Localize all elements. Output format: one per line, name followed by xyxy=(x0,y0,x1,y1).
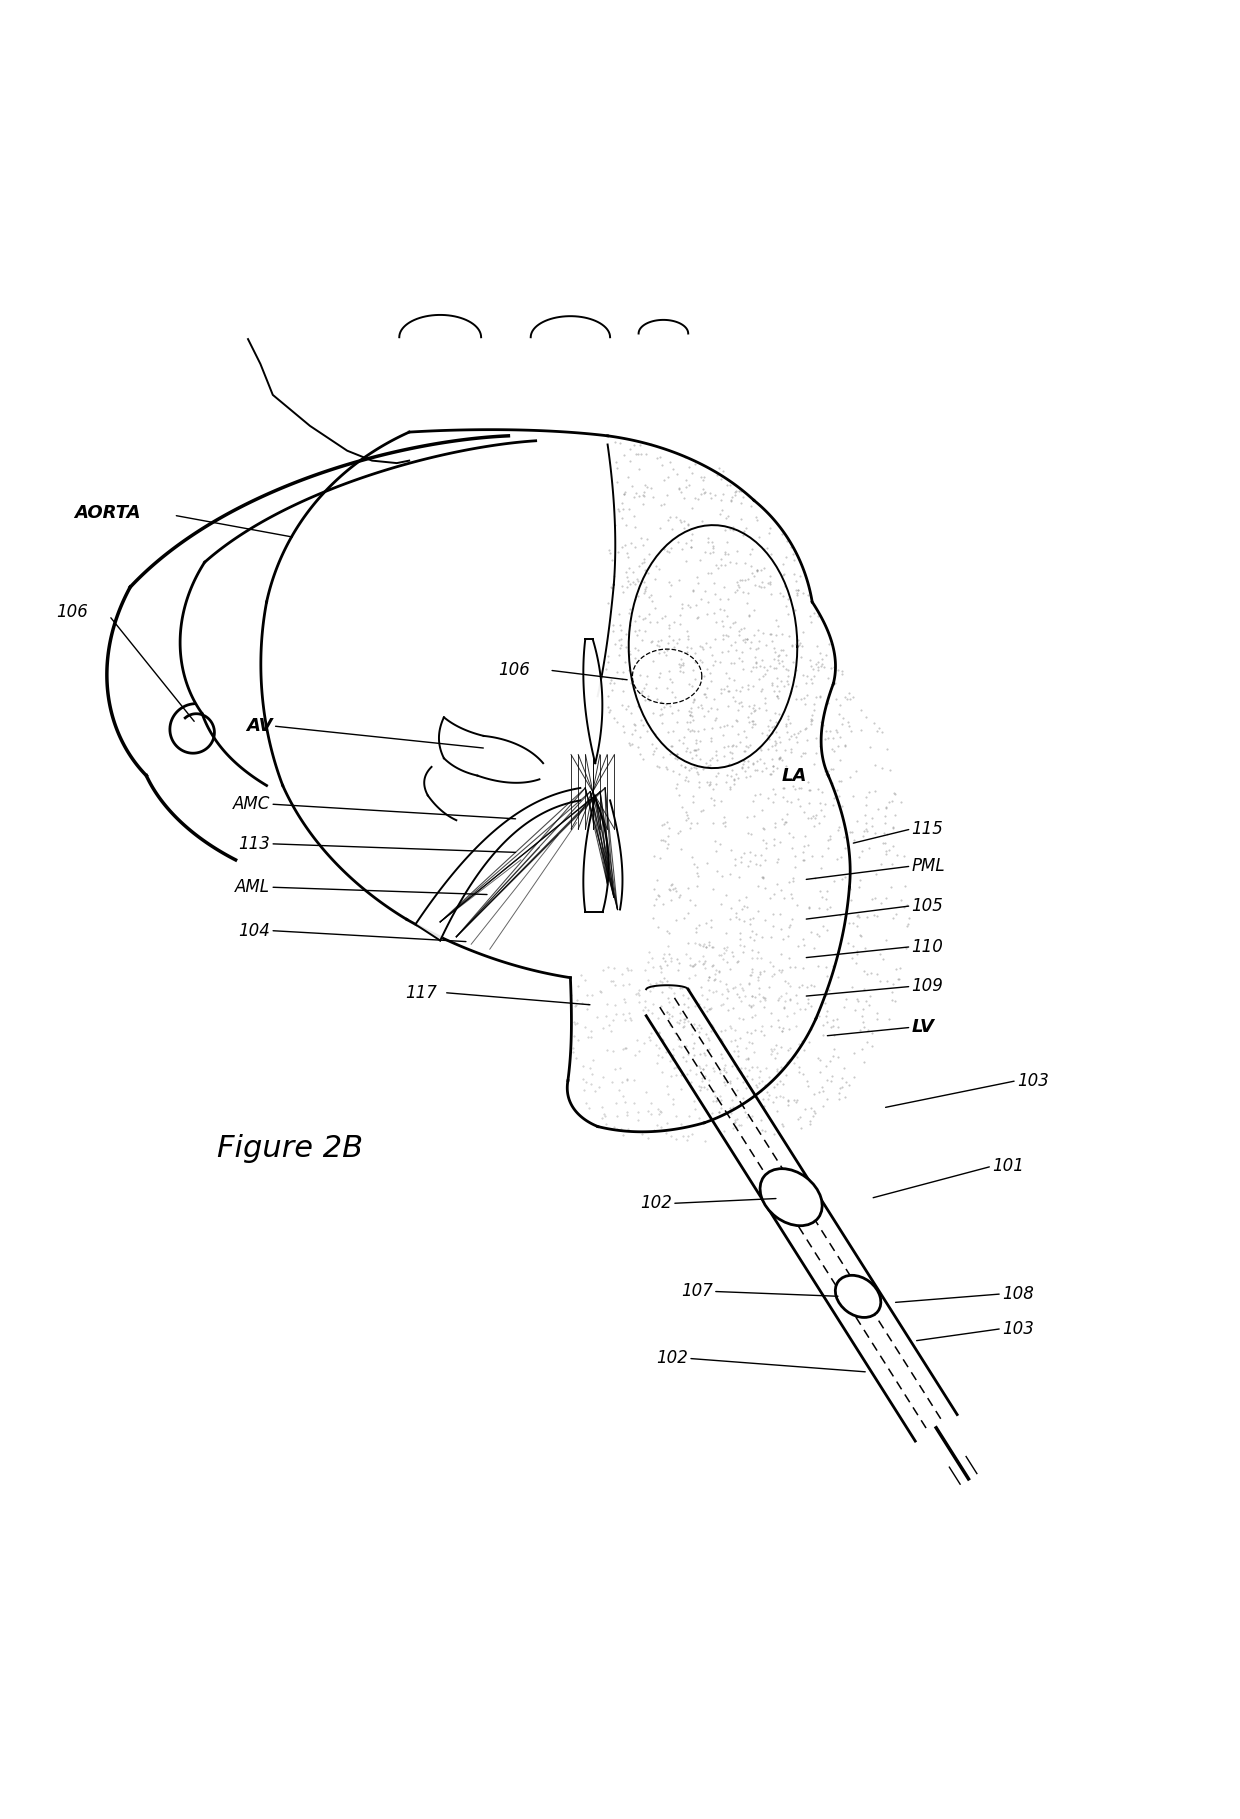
Text: 113: 113 xyxy=(238,835,270,853)
Text: 105: 105 xyxy=(911,897,944,915)
Ellipse shape xyxy=(836,1275,880,1317)
Text: LA: LA xyxy=(781,766,806,784)
Text: 115: 115 xyxy=(911,820,944,839)
Text: AML: AML xyxy=(236,879,270,897)
Ellipse shape xyxy=(760,1168,822,1226)
Text: PML: PML xyxy=(911,857,945,875)
Text: 102: 102 xyxy=(656,1350,688,1368)
Text: 106: 106 xyxy=(498,660,531,678)
Polygon shape xyxy=(583,638,603,764)
Text: 108: 108 xyxy=(1002,1284,1034,1302)
Text: AV: AV xyxy=(247,717,273,735)
Text: 117: 117 xyxy=(405,984,438,1002)
Text: 109: 109 xyxy=(911,977,944,995)
Polygon shape xyxy=(415,788,580,940)
Text: 106: 106 xyxy=(56,602,88,620)
Text: 101: 101 xyxy=(992,1157,1024,1175)
Text: Figure 2B: Figure 2B xyxy=(217,1135,363,1164)
Text: AMC: AMC xyxy=(233,795,270,813)
Text: 104: 104 xyxy=(238,922,270,940)
Text: 102: 102 xyxy=(640,1195,672,1213)
Text: 107: 107 xyxy=(681,1282,713,1301)
Text: LV: LV xyxy=(911,1019,934,1037)
Text: 103: 103 xyxy=(1002,1319,1034,1337)
Text: 103: 103 xyxy=(1017,1071,1049,1090)
Text: AORTA: AORTA xyxy=(74,504,141,522)
Text: 110: 110 xyxy=(911,939,944,955)
